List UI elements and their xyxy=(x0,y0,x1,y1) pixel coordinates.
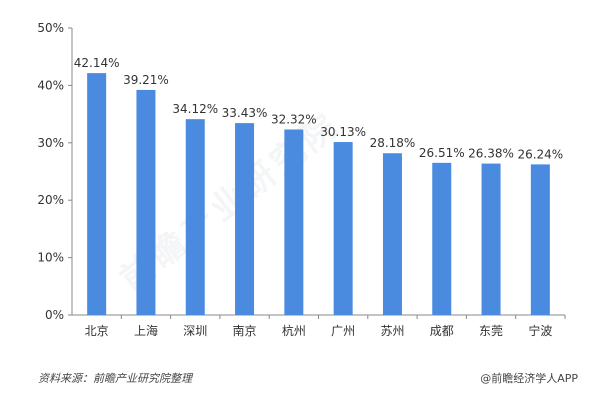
bar-value-label: 42.14% xyxy=(74,56,120,70)
bar-value-label: 26.51% xyxy=(419,146,465,160)
source-note: 资料来源：前瞻产业研究院整理 xyxy=(38,372,192,385)
bar xyxy=(284,129,304,315)
bar xyxy=(333,142,353,315)
x-tick-label: 苏州 xyxy=(380,324,404,338)
bar xyxy=(432,162,452,315)
bar-value-label: 33.43% xyxy=(222,106,268,120)
bar xyxy=(185,119,205,315)
x-tick-label: 杭州 xyxy=(282,323,306,338)
x-tick-label: 北京 xyxy=(85,324,109,338)
y-tick-label: 50% xyxy=(37,21,64,35)
bar xyxy=(136,89,156,315)
x-tick-label: 上海 xyxy=(134,323,158,338)
bar-value-label: 30.13% xyxy=(320,125,366,139)
y-tick-label: 30% xyxy=(37,136,64,150)
x-tick-label: 东莞 xyxy=(479,324,503,338)
bar xyxy=(235,123,255,315)
bar-value-label: 39.21% xyxy=(123,73,169,87)
y-tick-label: 20% xyxy=(37,193,64,207)
bar xyxy=(530,164,550,315)
bar-value-label: 34.12% xyxy=(172,102,218,116)
x-tick-label: 广州 xyxy=(331,324,355,338)
bar-value-label: 26.38% xyxy=(468,147,514,161)
x-tick-label: 南京 xyxy=(233,323,257,338)
bar-value-label: 26.24% xyxy=(517,147,563,161)
bar xyxy=(87,73,107,316)
x-tick-label: 宁波 xyxy=(528,323,552,338)
bar-value-label: 32.32% xyxy=(271,112,317,126)
bar xyxy=(481,163,501,315)
bar xyxy=(382,153,402,315)
bar-value-label: 28.18% xyxy=(370,136,416,150)
y-tick-label: 40% xyxy=(37,78,64,92)
y-tick-label: 0% xyxy=(45,308,64,322)
y-tick-label: 10% xyxy=(37,251,64,265)
x-tick-label: 成都 xyxy=(430,324,454,338)
credit-note: @前瞻经济学人APP xyxy=(480,372,578,385)
x-tick-label: 深圳 xyxy=(183,324,207,338)
